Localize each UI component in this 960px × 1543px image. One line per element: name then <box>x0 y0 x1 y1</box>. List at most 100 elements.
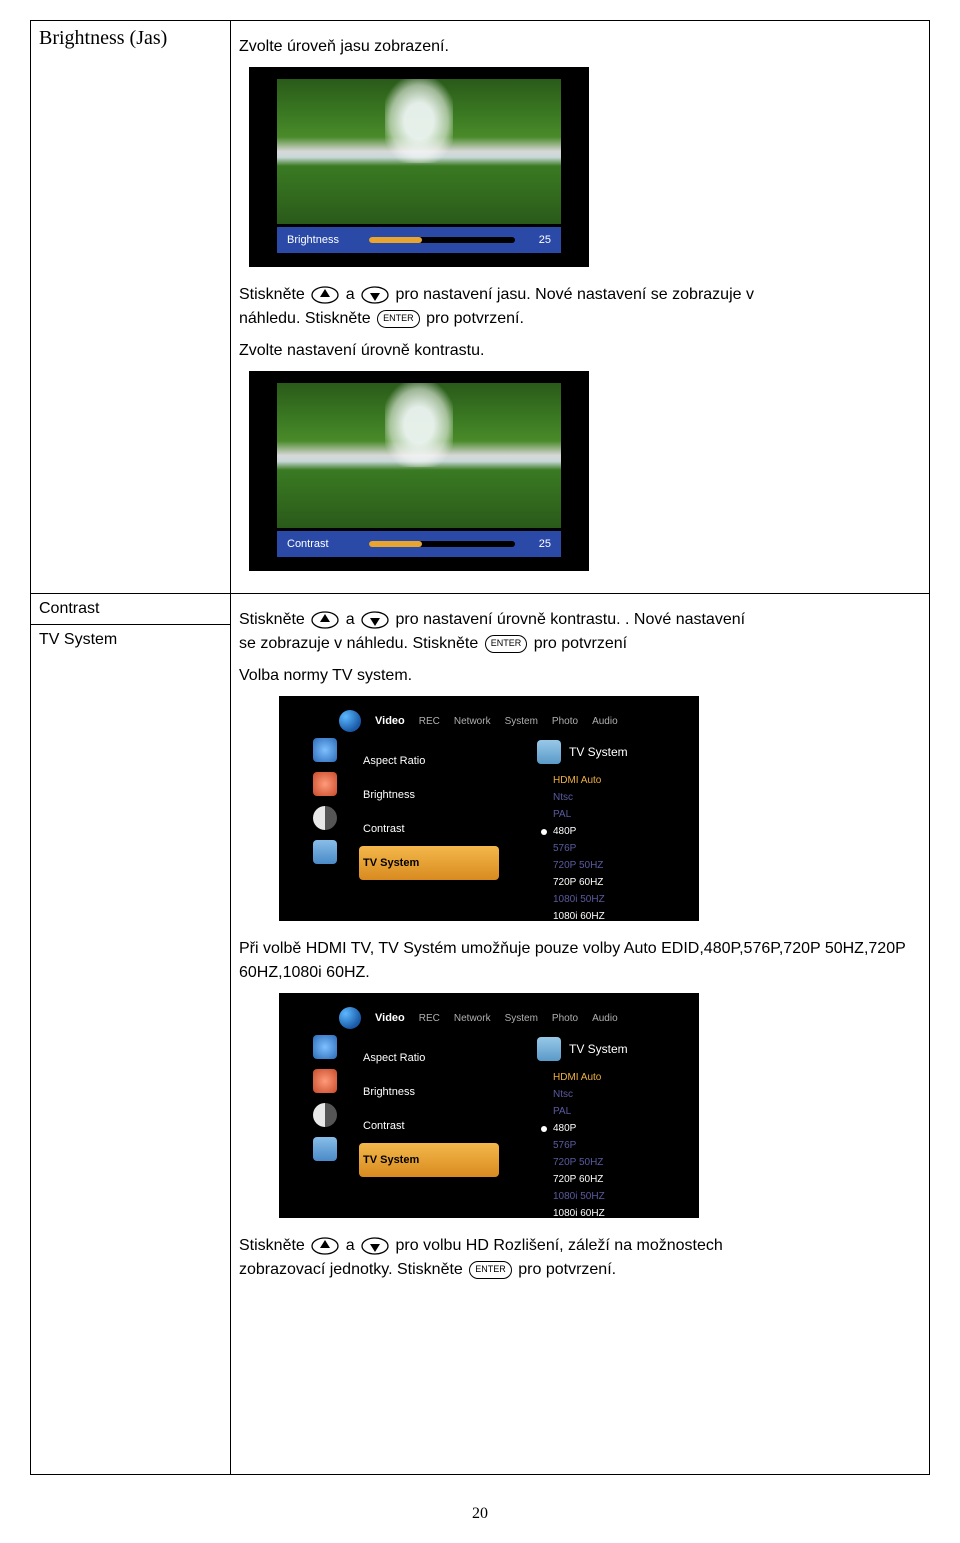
brightness-icon <box>313 1069 337 1093</box>
enter-icon: ENTER <box>377 310 420 328</box>
tv-option: 1080i 60HZ <box>537 908 677 925</box>
tv-option: 576P <box>537 1137 677 1154</box>
menu-left-icons <box>313 738 341 874</box>
brightness-slider-value: 25 <box>527 234 551 246</box>
menu-mid-list: Aspect Ratio Brightness Contrast TV Syst… <box>359 744 499 880</box>
slider-track <box>369 237 515 243</box>
tv-option: 480P <box>537 1120 677 1137</box>
up-arrow-icon <box>311 1237 339 1255</box>
tv-option: Ntsc <box>537 1086 677 1103</box>
contrast-label: Contrast <box>39 600 99 617</box>
menu-mid-list: Aspect Ratio Brightness Contrast TV Syst… <box>359 1041 499 1177</box>
contrast-line2-post: pro potvrzení <box>534 635 627 652</box>
brightness-slider-bar: Brightness 25 <box>277 227 561 253</box>
brightness-label: Brightness (Jas) <box>39 27 167 49</box>
contrast-slider-value: 25 <box>527 538 551 550</box>
slider-track <box>369 541 515 547</box>
menu-item-brightness: Brightness <box>359 1075 499 1109</box>
down-arrow-icon <box>361 286 389 304</box>
res-line1: pro volbu HD Rozlišení, záleží na možnos… <box>396 1237 723 1254</box>
text-stisknete: Stiskněte <box>239 286 305 303</box>
contrast-desc: Zvolte nastavení úrovně kontrastu. <box>239 339 921 363</box>
tvsystem-icon <box>313 1137 337 1161</box>
menu-left-icons <box>313 1035 341 1171</box>
res-line2-pre: zobrazovací jednotky. Stiskněte <box>239 1261 463 1278</box>
tab-audio: Audio <box>592 716 618 727</box>
landscape-placeholder <box>277 383 561 528</box>
bright-line1: pro nastavení jasu. Nové nastavení se zo… <box>396 286 754 303</box>
tvsystem-panel-icon <box>537 740 561 764</box>
row-contrast-label: Contrast <box>31 594 231 625</box>
tv-option: 576P <box>537 840 677 857</box>
menu-tabs: Video REC Network System Photo Audio <box>339 710 679 732</box>
tv-option: 1080i 50HZ <box>537 1188 677 1205</box>
tab-audio: Audio <box>592 1013 618 1024</box>
text-stisknete: Stiskněte <box>239 1237 305 1254</box>
tv-option: HDMI Auto <box>537 1069 677 1086</box>
right-panel-header: TV System <box>537 740 677 764</box>
globe-icon <box>339 710 361 732</box>
up-arrow-icon <box>311 611 339 629</box>
contrast-instruction: Stiskněte a pro nastavení úrovně kontras… <box>239 608 921 656</box>
right-panel-header: TV System <box>537 1037 677 1061</box>
menu-item-contrast: Contrast <box>359 1109 499 1143</box>
slider-fill <box>369 237 422 243</box>
menu-item-tvsystem: TV System <box>359 846 499 880</box>
contrast-slider-bar: Contrast 25 <box>277 531 561 557</box>
contrast-icon <box>313 806 337 830</box>
contrast-preview: Contrast 25 <box>249 371 589 571</box>
row-tvsystem-label: TV System <box>31 625 231 1475</box>
right-panel-title: TV System <box>569 1042 628 1056</box>
tab-photo: Photo <box>552 1013 578 1024</box>
menu-right-panel-a: TV System HDMI AutoNtscPAL480P576P720P 5… <box>537 740 677 925</box>
tv-option: 480P <box>537 823 677 840</box>
tab-network: Network <box>454 716 491 727</box>
menu-tabs: Video REC Network System Photo Audio <box>339 1007 679 1029</box>
brightness-icon <box>313 772 337 796</box>
row-contrast-tvsystem-content: Stiskněte a pro nastavení úrovně kontras… <box>231 594 930 1475</box>
brightness-desc: Zvolte úroveň jasu zobrazení. <box>239 35 921 59</box>
tab-network: Network <box>454 1013 491 1024</box>
brightness-preview: Brightness 25 <box>249 67 589 267</box>
bright-line2-post: pro potvrzení. <box>426 310 524 327</box>
menu-item-aspect: Aspect Ratio <box>359 744 499 778</box>
settings-table: Brightness (Jas) Zvolte úroveň jasu zobr… <box>30 20 930 1475</box>
contrast-slider-label: Contrast <box>287 538 357 550</box>
slider-fill <box>369 541 422 547</box>
tab-video: Video <box>375 715 405 727</box>
contrast-line1: pro nastavení úrovně kontrastu. . Nové n… <box>396 611 746 628</box>
text-a: a <box>346 286 355 303</box>
up-arrow-icon <box>311 286 339 304</box>
resolution-instruction: Stiskněte a pro volbu HD Rozlišení, zále… <box>239 1234 921 1282</box>
tv-option: PAL <box>537 1103 677 1120</box>
res-line2-post: pro potvrzení. <box>518 1261 616 1278</box>
down-arrow-icon <box>361 611 389 629</box>
contrast-icon <box>313 1103 337 1127</box>
menu-item-brightness: Brightness <box>359 778 499 812</box>
row-brightness-content: Zvolte úroveň jasu zobrazení. Brightness… <box>231 21 930 594</box>
text-a: a <box>346 1237 355 1254</box>
menu-item-tvsystem: TV System <box>359 1143 499 1177</box>
tv-option: 1080i 50HZ <box>537 891 677 908</box>
tab-rec: REC <box>419 716 440 727</box>
bright-line2-pre: náhledu. Stiskněte <box>239 310 371 327</box>
tv-option: PAL <box>537 806 677 823</box>
enter-icon: ENTER <box>469 1261 512 1279</box>
hdmi-note: Při volbě HDMI TV, TV Systém umožňuje po… <box>239 937 921 985</box>
tvsystem-menu-b: Video REC Network System Photo Audio Asp… <box>279 993 699 1218</box>
tvsystem-menu-a: Video REC Network System Photo Audio Asp… <box>279 696 699 921</box>
menu-item-contrast: Contrast <box>359 812 499 846</box>
tab-photo: Photo <box>552 716 578 727</box>
options-list-a: HDMI AutoNtscPAL480P576P720P 50HZ720P 60… <box>537 772 677 925</box>
row-brightness-label: Brightness (Jas) <box>31 21 231 594</box>
tv-option: HDMI Auto <box>537 772 677 789</box>
aspect-icon <box>313 1035 337 1059</box>
text-stisknete: Stiskněte <box>239 611 305 628</box>
tab-rec: REC <box>419 1013 440 1024</box>
enter-icon: ENTER <box>485 635 528 653</box>
tv-option: 720P 50HZ <box>537 857 677 874</box>
brightness-slider-label: Brightness <box>287 234 357 246</box>
tv-option: Ntsc <box>537 789 677 806</box>
tv-option: 720P 60HZ <box>537 874 677 891</box>
tvsystem-desc: Volba normy TV system. <box>239 664 921 688</box>
